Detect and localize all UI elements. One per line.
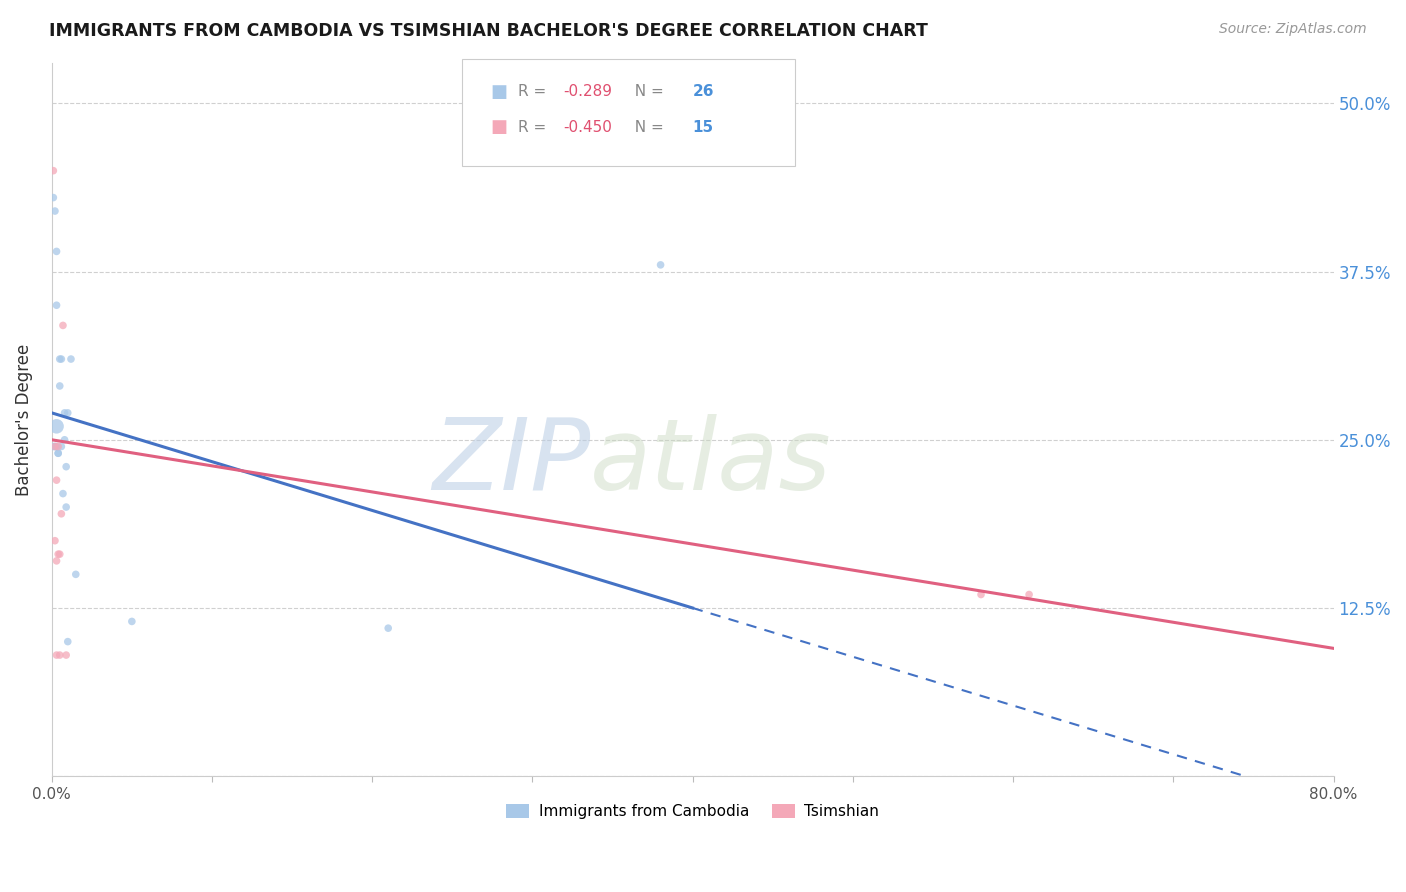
Point: [970, 588, 993, 602]
Text: -0.450: -0.450: [564, 120, 612, 135]
Point: [55, 459, 77, 474]
Point: [45, 298, 67, 312]
Point: [45, 554, 67, 568]
Text: -0.289: -0.289: [564, 84, 612, 99]
Point: [650, 258, 672, 272]
Point: [49, 379, 72, 393]
Point: [53, 406, 76, 420]
Point: [45, 648, 67, 662]
Point: [51, 507, 73, 521]
Point: [45, 440, 67, 454]
Point: [49, 352, 72, 367]
Y-axis label: Bachelor's Degree: Bachelor's Degree: [15, 343, 32, 496]
Text: ■: ■: [491, 119, 508, 136]
Point: [59, 352, 82, 367]
Point: [44, 440, 66, 454]
Point: [51, 440, 73, 454]
Text: IMMIGRANTS FROM CAMBODIA VS TSIMSHIAN BACHELOR'S DEGREE CORRELATION CHART: IMMIGRANTS FROM CAMBODIA VS TSIMSHIAN BA…: [49, 22, 928, 40]
Text: ZIP: ZIP: [432, 414, 591, 511]
Point: [49, 547, 72, 561]
Point: [46, 547, 69, 561]
Text: N =: N =: [624, 120, 668, 135]
Point: [55, 500, 77, 514]
Point: [52, 318, 75, 333]
Text: N =: N =: [624, 84, 668, 99]
Point: [49, 648, 72, 662]
Point: [44, 440, 66, 454]
Text: Source: ZipAtlas.com: Source: ZipAtlas.com: [1219, 22, 1367, 37]
Point: [52, 486, 75, 500]
Point: [42, 440, 65, 454]
Point: [51, 352, 73, 367]
Point: [56, 634, 79, 648]
Text: R =: R =: [519, 120, 551, 135]
Point: [53, 433, 76, 447]
Point: [45, 419, 67, 434]
Point: [121, 615, 143, 629]
Text: 26: 26: [693, 84, 714, 99]
Text: atlas: atlas: [591, 414, 832, 511]
Point: [46, 446, 69, 460]
Point: [46, 446, 69, 460]
Point: [65, 567, 87, 582]
Point: [56, 406, 79, 420]
Text: ■: ■: [491, 83, 508, 101]
Point: [377, 621, 399, 635]
Legend: Immigrants from Cambodia, Tsimshian: Immigrants from Cambodia, Tsimshian: [501, 798, 884, 826]
Point: [45, 244, 67, 259]
Point: [45, 473, 67, 487]
Point: [46, 440, 69, 454]
Text: 15: 15: [693, 120, 714, 135]
Point: [1018, 588, 1040, 602]
Point: [55, 648, 77, 662]
Point: [42, 163, 65, 178]
Text: R =: R =: [519, 84, 551, 99]
Point: [42, 191, 65, 205]
Point: [44, 533, 66, 548]
FancyBboxPatch shape: [463, 60, 796, 167]
Point: [44, 204, 66, 219]
